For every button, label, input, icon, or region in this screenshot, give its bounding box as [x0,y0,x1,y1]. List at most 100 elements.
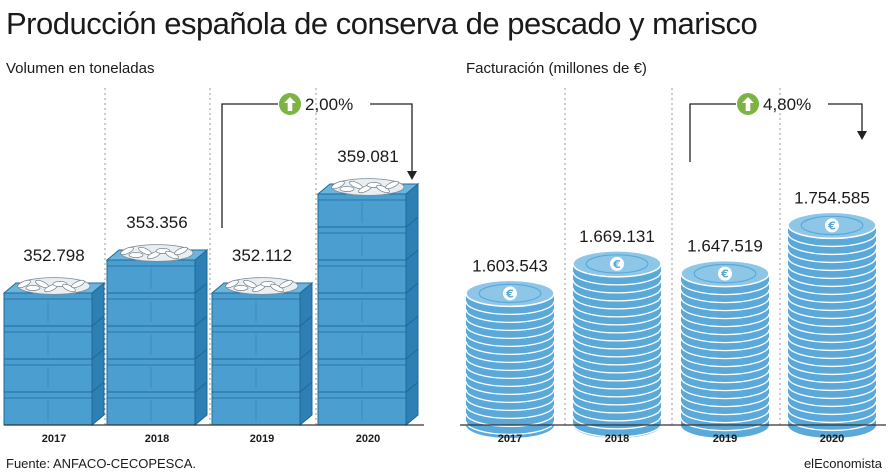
source-note: Fuente: ANFACO-CECOPESCA. [6,456,197,471]
crate-top [210,277,314,328]
coin-edge-line [787,361,877,376]
volume-year-label: 2020 [356,433,380,445]
euro-icon [825,218,839,233]
coin-edge-line [465,333,555,348]
coin-edge-line [680,417,770,432]
coin-edge-line [572,383,662,398]
crate [106,380,208,427]
revenue-value-label: 1.754.585 [794,188,870,207]
coin-edge-line [465,309,555,324]
brand-logo-text: elEconomista [803,456,882,471]
volume-growth-annotation: 2,00% [221,93,417,228]
coin-edge-line [680,321,770,336]
coin-edge-line [680,289,770,304]
coin-edge-line [465,405,555,420]
coin-edge-line [572,295,662,310]
coin-edge-line [572,303,662,318]
revenue-chart-subtitle: Facturación (millones de €) [466,60,647,77]
coin-edge-line [787,385,877,400]
euro-symbol: € [827,219,836,232]
coin-edge-line [465,317,555,332]
coin-edge-line [465,397,555,412]
crate-top [105,244,209,295]
fish [225,279,239,289]
growth-percent-label: 4,80% [763,95,811,114]
coin-edge-line [680,337,770,352]
coin-edge-line [572,407,662,422]
fish [270,283,284,293]
coin-inner-ring [800,215,864,236]
coin-edge-line [680,329,770,344]
coin-edge-line [680,361,770,376]
coin-edge-line [787,273,877,288]
fish [174,246,188,256]
fish [62,283,76,293]
revenue-value-label: 1.647.519 [687,237,763,256]
coin-edge-line [680,353,770,368]
volume-year-label: 2019 [250,433,274,445]
coin-edge-line [465,365,555,380]
coin-edge-line [680,385,770,400]
fish [376,184,390,194]
coin-inner-ring [585,254,649,274]
revenue-chart: €1.603.543 2017 €1.669.131 2018 €1.647.519 20… [465,93,877,445]
chart-title: Producción española de conserva de pesca… [6,6,758,41]
volume-value-label: 352.112 [232,246,292,265]
coin-edge-line [787,241,877,256]
coin-edge-line [572,399,662,414]
coin-edge-line [680,281,770,296]
coin-edge-line [572,375,662,390]
coin-edge-line [465,341,555,356]
coin-edge-line [465,421,555,436]
coin-edge-line [465,389,555,404]
fish [331,180,345,190]
coin-edge-line [572,311,662,326]
coin-stack-body [573,263,661,425]
coin-edge-line [787,353,877,368]
fish [385,180,399,190]
coin-edge-line [787,417,877,432]
fish [128,252,144,258]
coin-edge-line [680,313,770,328]
crate [317,215,419,262]
volume-value-label: 353.356 [126,213,187,232]
crate [106,347,208,394]
coin-edge-line [787,345,877,360]
fish [279,279,293,289]
coin-edge-line [787,393,877,408]
coin-inner-ring [478,283,542,304]
crate [3,347,105,394]
coin-edge-line [787,233,877,248]
coin-edge-line [787,409,877,424]
coin-edge-line [572,351,662,366]
coin-edge-line [572,327,662,342]
coin-edge-line [572,319,662,334]
euro-symbol: € [612,258,621,271]
coin-edge-line [572,279,662,294]
coin-edge-line [572,367,662,382]
coin-edge-line [465,381,555,396]
revenue-value-label: 1.603.543 [472,256,548,275]
fish [120,246,134,256]
coin-edge-line [572,271,662,286]
volume-value-label: 352.798 [23,246,84,265]
coin-edge-line [787,313,877,328]
volume-year-label: 2018 [145,433,169,445]
revenue-year-label: 2019 [713,433,737,445]
coin-edge-line [787,249,877,264]
coin-edge-line [572,423,662,438]
coin-edge-line [465,357,555,372]
fish [25,285,41,291]
crate [3,314,105,361]
coin-edge-line [787,257,877,272]
coin-edge-line [465,325,555,340]
coin-edge-line [787,337,877,352]
revenue-year-label: 2020 [820,433,844,445]
coin-edge-line [680,409,770,424]
fish [339,186,355,192]
coin-edge-line [465,301,555,316]
crate [317,314,419,361]
coin-edge-line [787,305,877,320]
coin-edge-line [680,297,770,312]
coin-stack-2018: € [572,250,662,438]
